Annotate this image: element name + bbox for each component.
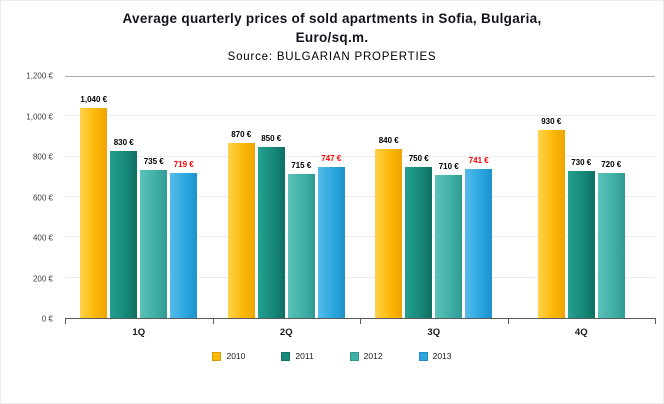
- legend-label-2010: 2010: [226, 351, 246, 361]
- x-axis-labels: 1Q 2Q 3Q 4Q: [65, 327, 655, 341]
- x-axis-tick-mark: [65, 318, 66, 324]
- chart-header: Average quarterly prices of sold apartme…: [1, 1, 663, 63]
- y-axis-tick-label: 1,000 €: [26, 112, 53, 121]
- legend-item-2011: 2011: [281, 351, 314, 361]
- legend-swatch-2010: [212, 351, 222, 361]
- bar-value-label: 735 €: [143, 156, 164, 166]
- bar-2010-4Q: 930 €: [537, 117, 565, 318]
- bar-2012-1Q: 735 €: [140, 157, 168, 318]
- plot-area: 1,040 € 830 € 735 € 719 € 870 € 850 € 715 € 747…: [65, 76, 656, 324]
- bar-value-label: 719 €: [173, 160, 194, 170]
- gridline: [65, 276, 655, 278]
- gridline: [65, 236, 655, 238]
- bar-2010-1Q: 1,040 €: [80, 95, 108, 318]
- bar-value-label: 710 €: [438, 161, 459, 171]
- chart-title-line-1: Average quarterly prices of sold apartme…: [122, 11, 542, 26]
- bar-value-label: 840 €: [378, 135, 399, 145]
- bar-2011-4Q: 730 €: [567, 158, 595, 318]
- bar-value-label: 715 €: [291, 160, 312, 170]
- bar-value-label: 747 €: [321, 154, 342, 164]
- bar-2013-1Q: 719 €: [170, 160, 198, 318]
- bar-value-label: 750 €: [408, 153, 429, 163]
- legend-label-2013: 2013: [432, 351, 452, 361]
- bar-2013-2Q: 747 €: [317, 154, 345, 318]
- legend: 2010 2011 2012 2013: [1, 351, 663, 361]
- y-axis-tick-label: 800 €: [32, 152, 53, 162]
- legend-item-2010: 2010: [212, 351, 245, 361]
- gridline: [65, 196, 655, 197]
- bar-2011-1Q: 830 €: [110, 138, 138, 318]
- x-axis-tick-mark: [360, 318, 361, 324]
- gridline: [65, 76, 655, 77]
- legend-swatch-2012: [349, 351, 359, 361]
- x-axis-tick-mark: [507, 318, 509, 324]
- bar-value-label: 830 €: [113, 137, 134, 147]
- bar-2012-4Q: 720 €: [597, 160, 625, 318]
- legend-label-2012: 2012: [363, 351, 383, 361]
- bar-2011-3Q: 750 €: [405, 154, 433, 318]
- gridline: [65, 155, 655, 157]
- bar-2013-3Q: 741 €: [465, 156, 493, 318]
- bar-group-3Q: 840 € 750 € 710 € 741 €: [360, 76, 508, 318]
- chart-title-line-2: Euro/sq.m.: [295, 29, 369, 45]
- bar-2010-3Q: 840 €: [375, 136, 403, 318]
- bar-2011-2Q: 850 €: [257, 134, 285, 318]
- legend-swatch-2011: [281, 351, 291, 361]
- bar-value-label: 850 €: [261, 133, 282, 143]
- bar-2012-2Q: 715 €: [287, 161, 315, 318]
- y-axis-tick-label: 400 €: [32, 233, 53, 243]
- bar-value-label: 870 €: [231, 129, 252, 139]
- legend-label-2011: 2011: [295, 351, 314, 361]
- x-axis-tick-mark: [212, 318, 214, 324]
- x-axis-label-3Q: 3Q: [427, 327, 441, 338]
- y-axis-tick-label: 0 €: [41, 314, 53, 324]
- bar-groups: 1,040 € 830 € 735 € 719 € 870 € 850 € 715 € 747…: [65, 76, 655, 318]
- bar-2012-3Q: 710 €: [435, 162, 463, 318]
- x-axis-label-2Q: 2Q: [279, 327, 293, 338]
- bar-value-label: 730 €: [571, 157, 592, 167]
- bar-group-2Q: 870 € 850 € 715 € 747 €: [213, 76, 361, 318]
- y-axis-tick-label: 1,200 €: [26, 71, 53, 81]
- y-axis-labels: 0 € 200 € 400 € 600 € 800 € 1,000 € 1,200 €: [7, 72, 59, 324]
- bar-value-label: 1,040 €: [80, 95, 108, 105]
- y-axis-tick-label: 200 €: [32, 274, 53, 284]
- bar-group-1Q: 1,040 € 830 € 735 € 719 €: [65, 76, 213, 318]
- chart-subtitle: Source: BULGARIAN PROPERTIES: [227, 50, 437, 63]
- x-axis-tick-mark: [655, 318, 656, 324]
- legend-item-2013: 2013: [418, 351, 452, 361]
- bar-value-label: 741 €: [468, 155, 489, 165]
- legend-item-2012: 2012: [349, 351, 383, 361]
- bar-2010-2Q: 870 €: [227, 130, 255, 318]
- gridline: [65, 115, 655, 117]
- x-axis-label-4Q: 4Q: [574, 327, 588, 338]
- bar-group-4Q: 930 € 730 € 720 €: [508, 76, 656, 318]
- x-axis-label-1Q: 1Q: [132, 327, 146, 338]
- bar-value-label: 720 €: [601, 159, 622, 169]
- y-axis-tick-label: 600 €: [32, 193, 53, 202]
- bar-value-label: 930 €: [541, 117, 562, 127]
- legend-swatch-2013: [418, 351, 428, 361]
